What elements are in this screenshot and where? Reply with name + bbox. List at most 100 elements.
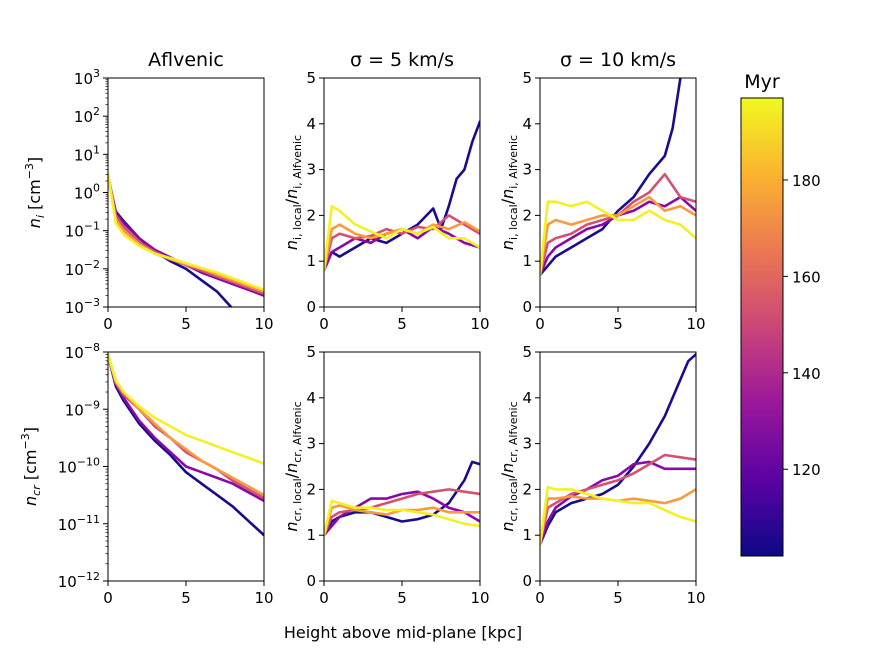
colorbar-tick-label: 160: [792, 268, 821, 286]
series-line-102-Myr: [108, 353, 264, 537]
y-tick-label: 2: [306, 206, 316, 224]
x-tick-label: 0: [103, 315, 113, 333]
y-tick-label: 101: [74, 143, 100, 164]
series-line-150-Myr: [108, 174, 264, 295]
y-tick-label: 4: [522, 389, 532, 407]
series-line-102-Myr: [324, 120, 480, 272]
series-line-125-Myr: [324, 490, 480, 537]
series-line-175-Myr: [324, 221, 480, 272]
x-axis-label: Height above mid-plane [kpc]: [284, 623, 522, 642]
series-line-197-Myr: [324, 499, 480, 537]
x-tick-label: 5: [397, 589, 407, 607]
series-line-150-Myr: [108, 353, 264, 500]
series-line-197-Myr: [324, 204, 480, 272]
y-tick-label: 2: [522, 206, 532, 224]
series-line-175-Myr: [540, 488, 696, 546]
y-tick-label: 10−2: [65, 258, 100, 279]
y-tick-label: 3: [522, 161, 532, 179]
x-tick-label: 10: [686, 315, 705, 333]
series-line-197-Myr: [540, 485, 696, 546]
colorbar-tick-label: 120: [792, 461, 821, 479]
series-line-125-Myr: [540, 460, 696, 546]
y-tick-label: 3: [306, 435, 316, 453]
y-tick-label: 3: [522, 435, 532, 453]
panel-title: Aflvenic: [148, 49, 224, 71]
y-tick-label: 1: [306, 252, 316, 270]
y-tick-label: 1: [522, 252, 532, 270]
series-line-175-Myr: [324, 504, 480, 537]
colorbar-tick-label: 180: [792, 172, 821, 190]
plot-frame: [539, 77, 697, 308]
colorbar: Myr 120 140 160 180: [740, 71, 821, 557]
series-line-197-Myr: [540, 200, 696, 277]
x-tick-label: 0: [319, 315, 329, 333]
y-tick-label: 4: [306, 115, 316, 133]
x-tick-label: 0: [535, 315, 545, 333]
x-tick-label: 10: [470, 315, 489, 333]
plot-frame: [323, 351, 481, 582]
x-tick-label: 5: [181, 315, 191, 333]
y-tick-label: 10−9: [65, 398, 100, 419]
series-line-197-Myr: [108, 353, 264, 465]
y-tick-label: 10−8: [65, 341, 100, 362]
panel-5: 0 5 10 0 1 2 3 4 5 ncr, local/ncr, Alfvenic: [282, 343, 490, 607]
panel-4: 0 5 10 10−12 10−11 10−10 10−9 10−8 ncr [cm−3]: [19, 341, 274, 607]
x-tick-label: 10: [686, 589, 705, 607]
y-tick-label: 2: [306, 480, 316, 498]
y-tick-label: 0: [522, 298, 532, 316]
y-tick-label: 102: [74, 105, 100, 126]
series-line-125-Myr: [108, 353, 264, 503]
y-tick-label: 0: [522, 572, 532, 590]
colorbar-label: Myr: [744, 71, 780, 93]
series-line-150-Myr: [540, 172, 696, 277]
y-tick-label: 5: [522, 69, 532, 87]
y-tick-label: 0: [306, 572, 316, 590]
panel-6: 0 5 10 0 1 2 3 4 5 ncr, local/ncr, Alfvenic: [498, 343, 706, 607]
panel-title: σ = 5 km/s: [350, 49, 454, 71]
y-tick-label: 4: [306, 389, 316, 407]
x-tick-label: 0: [535, 589, 545, 607]
series-line-197-Myr: [108, 172, 264, 292]
x-tick-label: 0: [319, 589, 329, 607]
colorbar-tick-label: 140: [792, 365, 821, 383]
y-tick-label: 1: [522, 526, 532, 544]
y-tick-label: 2: [522, 480, 532, 498]
plot-frame: [323, 77, 481, 308]
series-line-125-Myr: [540, 195, 696, 277]
y-tick-label: 1: [306, 526, 316, 544]
x-tick-label: 5: [613, 315, 623, 333]
x-tick-label: 5: [181, 589, 191, 607]
panel-1: 0 5 10 10−3 10−2 10−1 100 101 102 103 Aflvenic ni […: [23, 49, 274, 333]
y-axis-label: ncr [cm−3]: [19, 427, 43, 506]
y-tick-label: 10−12: [58, 570, 100, 591]
y-tick-label: 10−10: [58, 456, 100, 477]
y-tick-label: 10−11: [58, 513, 100, 534]
y-tick-label: 3: [306, 161, 316, 179]
panel-2: 0 5 10 0 1 2 3 4 5 σ = 5 km/s ni, local/ni, Alfven…: [282, 49, 490, 333]
panel-3: 0 5 10 0 1 2 3 4 5 σ = 10 km/s ni, local/ni, Alfve…: [498, 49, 706, 333]
panel-title: σ = 10 km/s: [560, 49, 676, 71]
series-line-150-Myr: [324, 488, 480, 537]
y-axis-label: ni [cm−3]: [23, 157, 47, 228]
y-tick-label: 4: [522, 115, 532, 133]
y-axis-label: ni, local/ni, Alfvenic: [498, 135, 520, 250]
y-axis-label: ni, local/ni, Alfvenic: [282, 135, 304, 250]
y-tick-label: 100: [74, 182, 100, 203]
x-tick-label: 5: [397, 315, 407, 333]
x-tick-label: 10: [470, 589, 489, 607]
colorbar-gradient: [740, 97, 784, 557]
y-tick-label: 5: [306, 343, 316, 361]
x-tick-label: 5: [613, 589, 623, 607]
plot-frame: [539, 351, 697, 582]
y-tick-label: 5: [522, 343, 532, 361]
series-line-102-Myr: [540, 78, 682, 277]
y-axis-label: ncr, local/ncr, Alfvenic: [282, 401, 304, 531]
y-axis-label: ncr, local/ncr, Alfvenic: [498, 401, 520, 531]
x-tick-label: 0: [103, 589, 113, 607]
x-tick-label: 10: [254, 589, 273, 607]
y-tick-label: 10−1: [65, 220, 100, 241]
series-line-102-Myr: [540, 352, 696, 546]
y-tick-label: 103: [74, 67, 100, 88]
series-line-150-Myr: [540, 453, 696, 546]
